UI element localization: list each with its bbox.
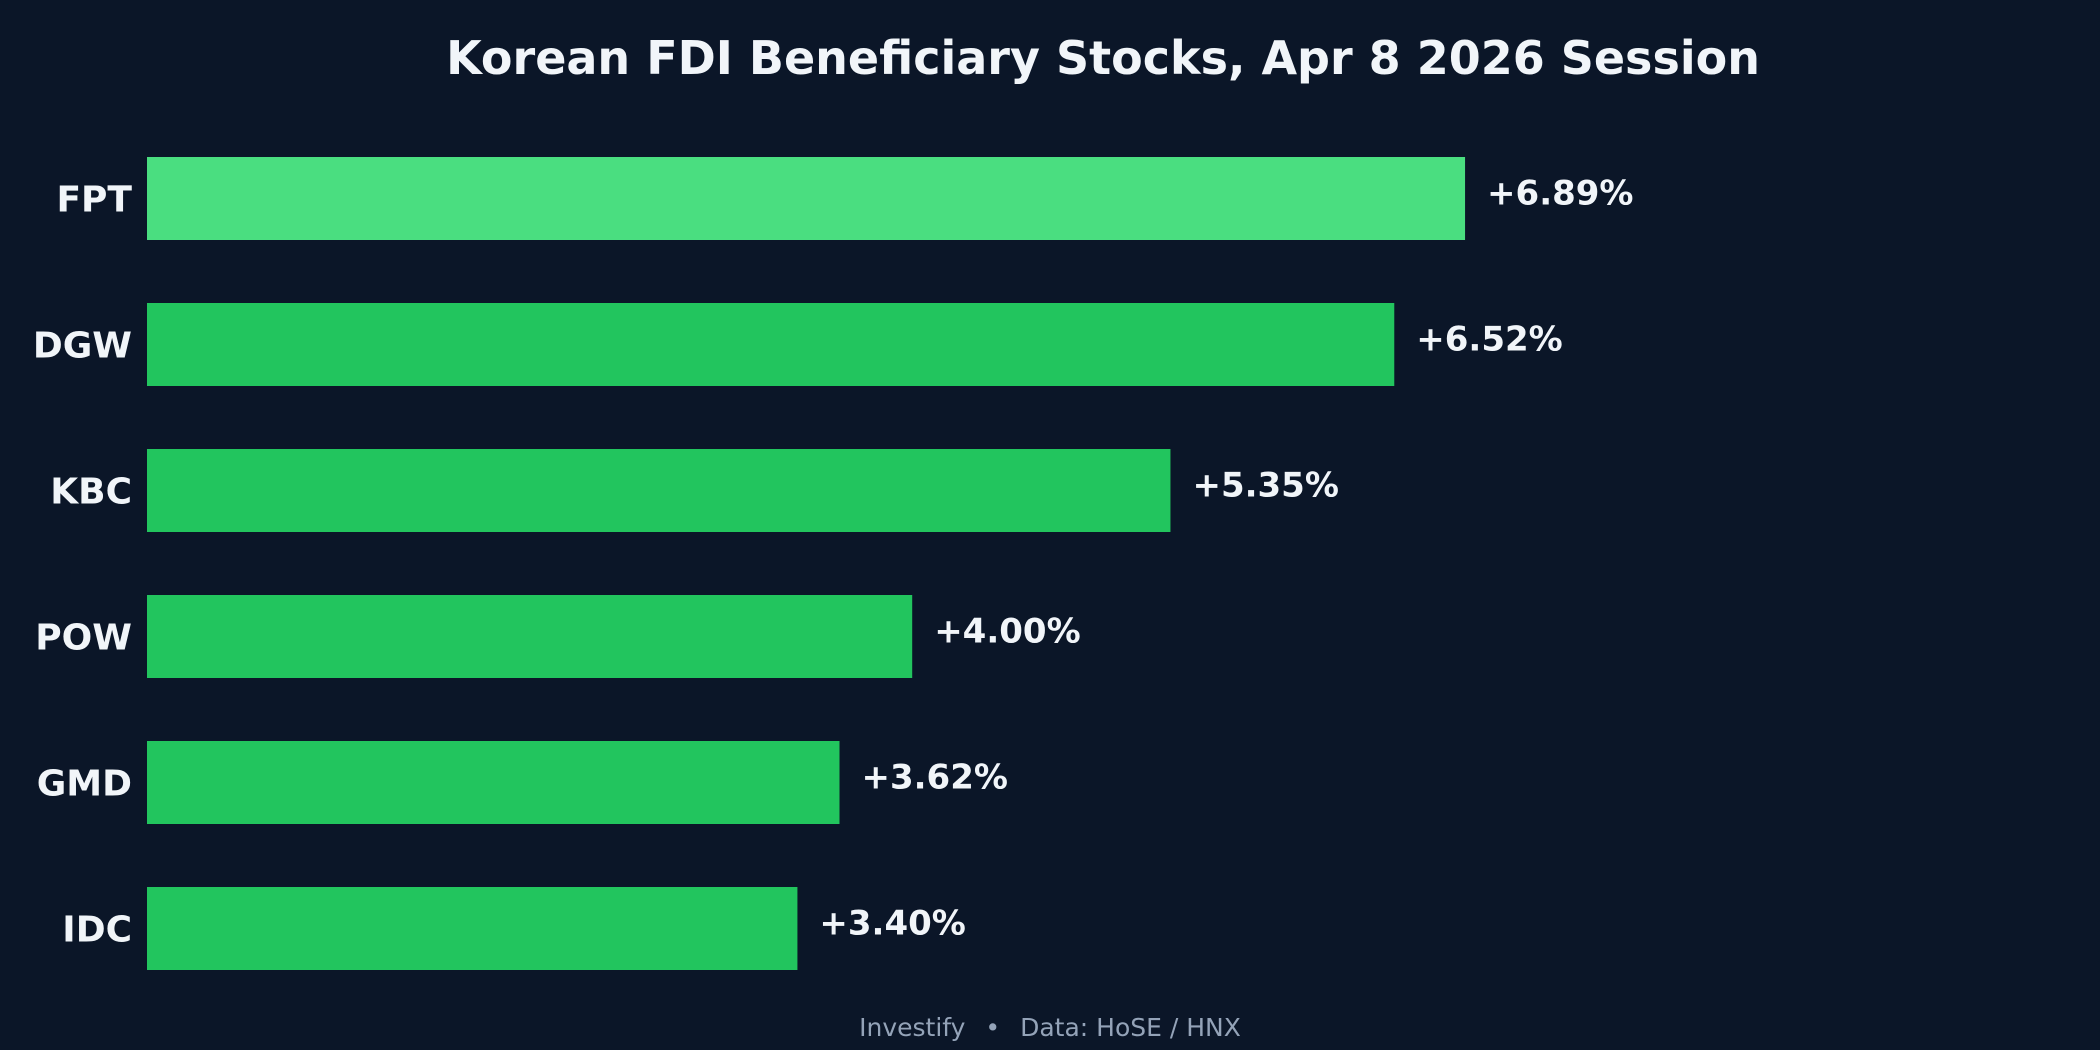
footer-credit: Investify • Data: HoSE / HNX — [859, 1013, 1241, 1042]
bar-fpt — [147, 157, 1466, 240]
value-label-kbc: +5.35% — [1192, 466, 1338, 506]
bar-kbc — [147, 449, 1171, 532]
footer-separator: • — [985, 1013, 1000, 1042]
category-label-gmd: GMD — [37, 764, 132, 805]
bars-group: FPT +6.89% DGW +6.52% KBC +5.35% POW +4.00% GMD +… — [33, 157, 1634, 970]
bar-dgw — [147, 303, 1395, 386]
category-label-dgw: DGW — [33, 326, 132, 367]
bar-gmd — [147, 741, 840, 824]
footer-source: Data: HoSE / HNX — [1020, 1013, 1241, 1042]
value-label-dgw: +6.52% — [1416, 320, 1562, 360]
value-label-idc: +3.40% — [819, 904, 965, 944]
footer-brand: Investify — [859, 1013, 966, 1042]
category-label-idc: IDC — [62, 910, 132, 951]
bar-pow — [147, 595, 913, 678]
value-label-pow: +4.00% — [934, 612, 1080, 652]
value-label-fpt: +6.89% — [1487, 174, 1633, 214]
bar-idc — [147, 887, 798, 970]
category-label-pow: POW — [35, 618, 132, 659]
category-label-fpt: FPT — [56, 180, 132, 221]
chart-title: Korean FDI Beneficiary Stocks, Apr 8 202… — [446, 31, 1760, 85]
value-label-gmd: +3.62% — [862, 758, 1008, 798]
category-label-kbc: KBC — [50, 472, 132, 513]
